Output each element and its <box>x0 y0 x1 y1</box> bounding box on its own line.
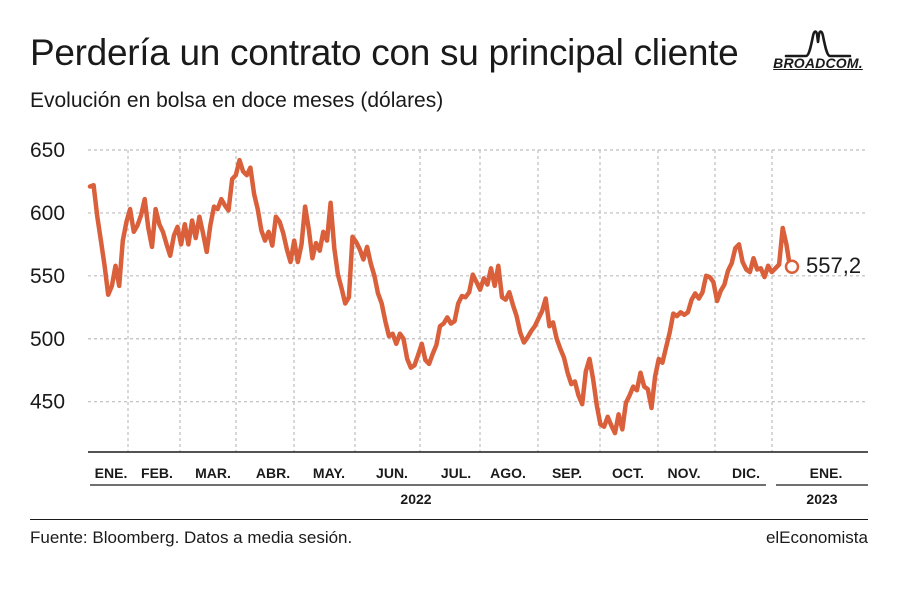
x-tick-label: MAY. <box>313 465 345 481</box>
x-tick-label: JUN. <box>376 465 408 481</box>
broadcom-logo: BROADCOM. <box>768 28 868 78</box>
publisher-credit: elEconomista <box>765 528 868 547</box>
x-tick-label: MAR. <box>195 465 231 481</box>
x-tick-label: JUL. <box>441 465 471 481</box>
y-tick-label: 600 <box>30 202 65 225</box>
last-value-label: 557,2 <box>806 253 861 278</box>
y-tick-label: 450 <box>30 391 65 414</box>
source-note: Fuente: Bloomberg. Datos a media sesión. <box>30 528 353 547</box>
x-tick-label: NOV. <box>668 465 701 481</box>
y-tick-label: 650 <box>30 139 65 162</box>
footer-rule <box>30 519 868 520</box>
x-tick-label: ENE. <box>95 465 128 481</box>
series-line <box>87 157 793 436</box>
broadcom-logo-text: BROADCOM. <box>773 55 863 71</box>
x-tick-label: ABR. <box>256 465 290 481</box>
chart-title: Perdería un contrato con su principal cl… <box>30 32 739 73</box>
broadcom-logo-mark <box>784 30 852 58</box>
chart-subtitle: Evolución en bolsa en doce meses (dólare… <box>30 89 444 112</box>
x-tick-label: SEP. <box>552 465 582 481</box>
year-label-2023: 2023 <box>806 491 837 507</box>
x-tick-label: DIC. <box>732 465 760 481</box>
year-label-2022: 2022 <box>400 491 431 507</box>
y-tick-label: 500 <box>30 328 65 351</box>
y-tick-label: 550 <box>30 265 65 288</box>
last-value-marker <box>784 259 800 275</box>
x-tick-label: FEB. <box>141 465 173 481</box>
x-tick-label: ENE. <box>810 465 843 481</box>
x-tick-label: AGO. <box>490 465 526 481</box>
x-tick-label: OCT. <box>612 465 644 481</box>
